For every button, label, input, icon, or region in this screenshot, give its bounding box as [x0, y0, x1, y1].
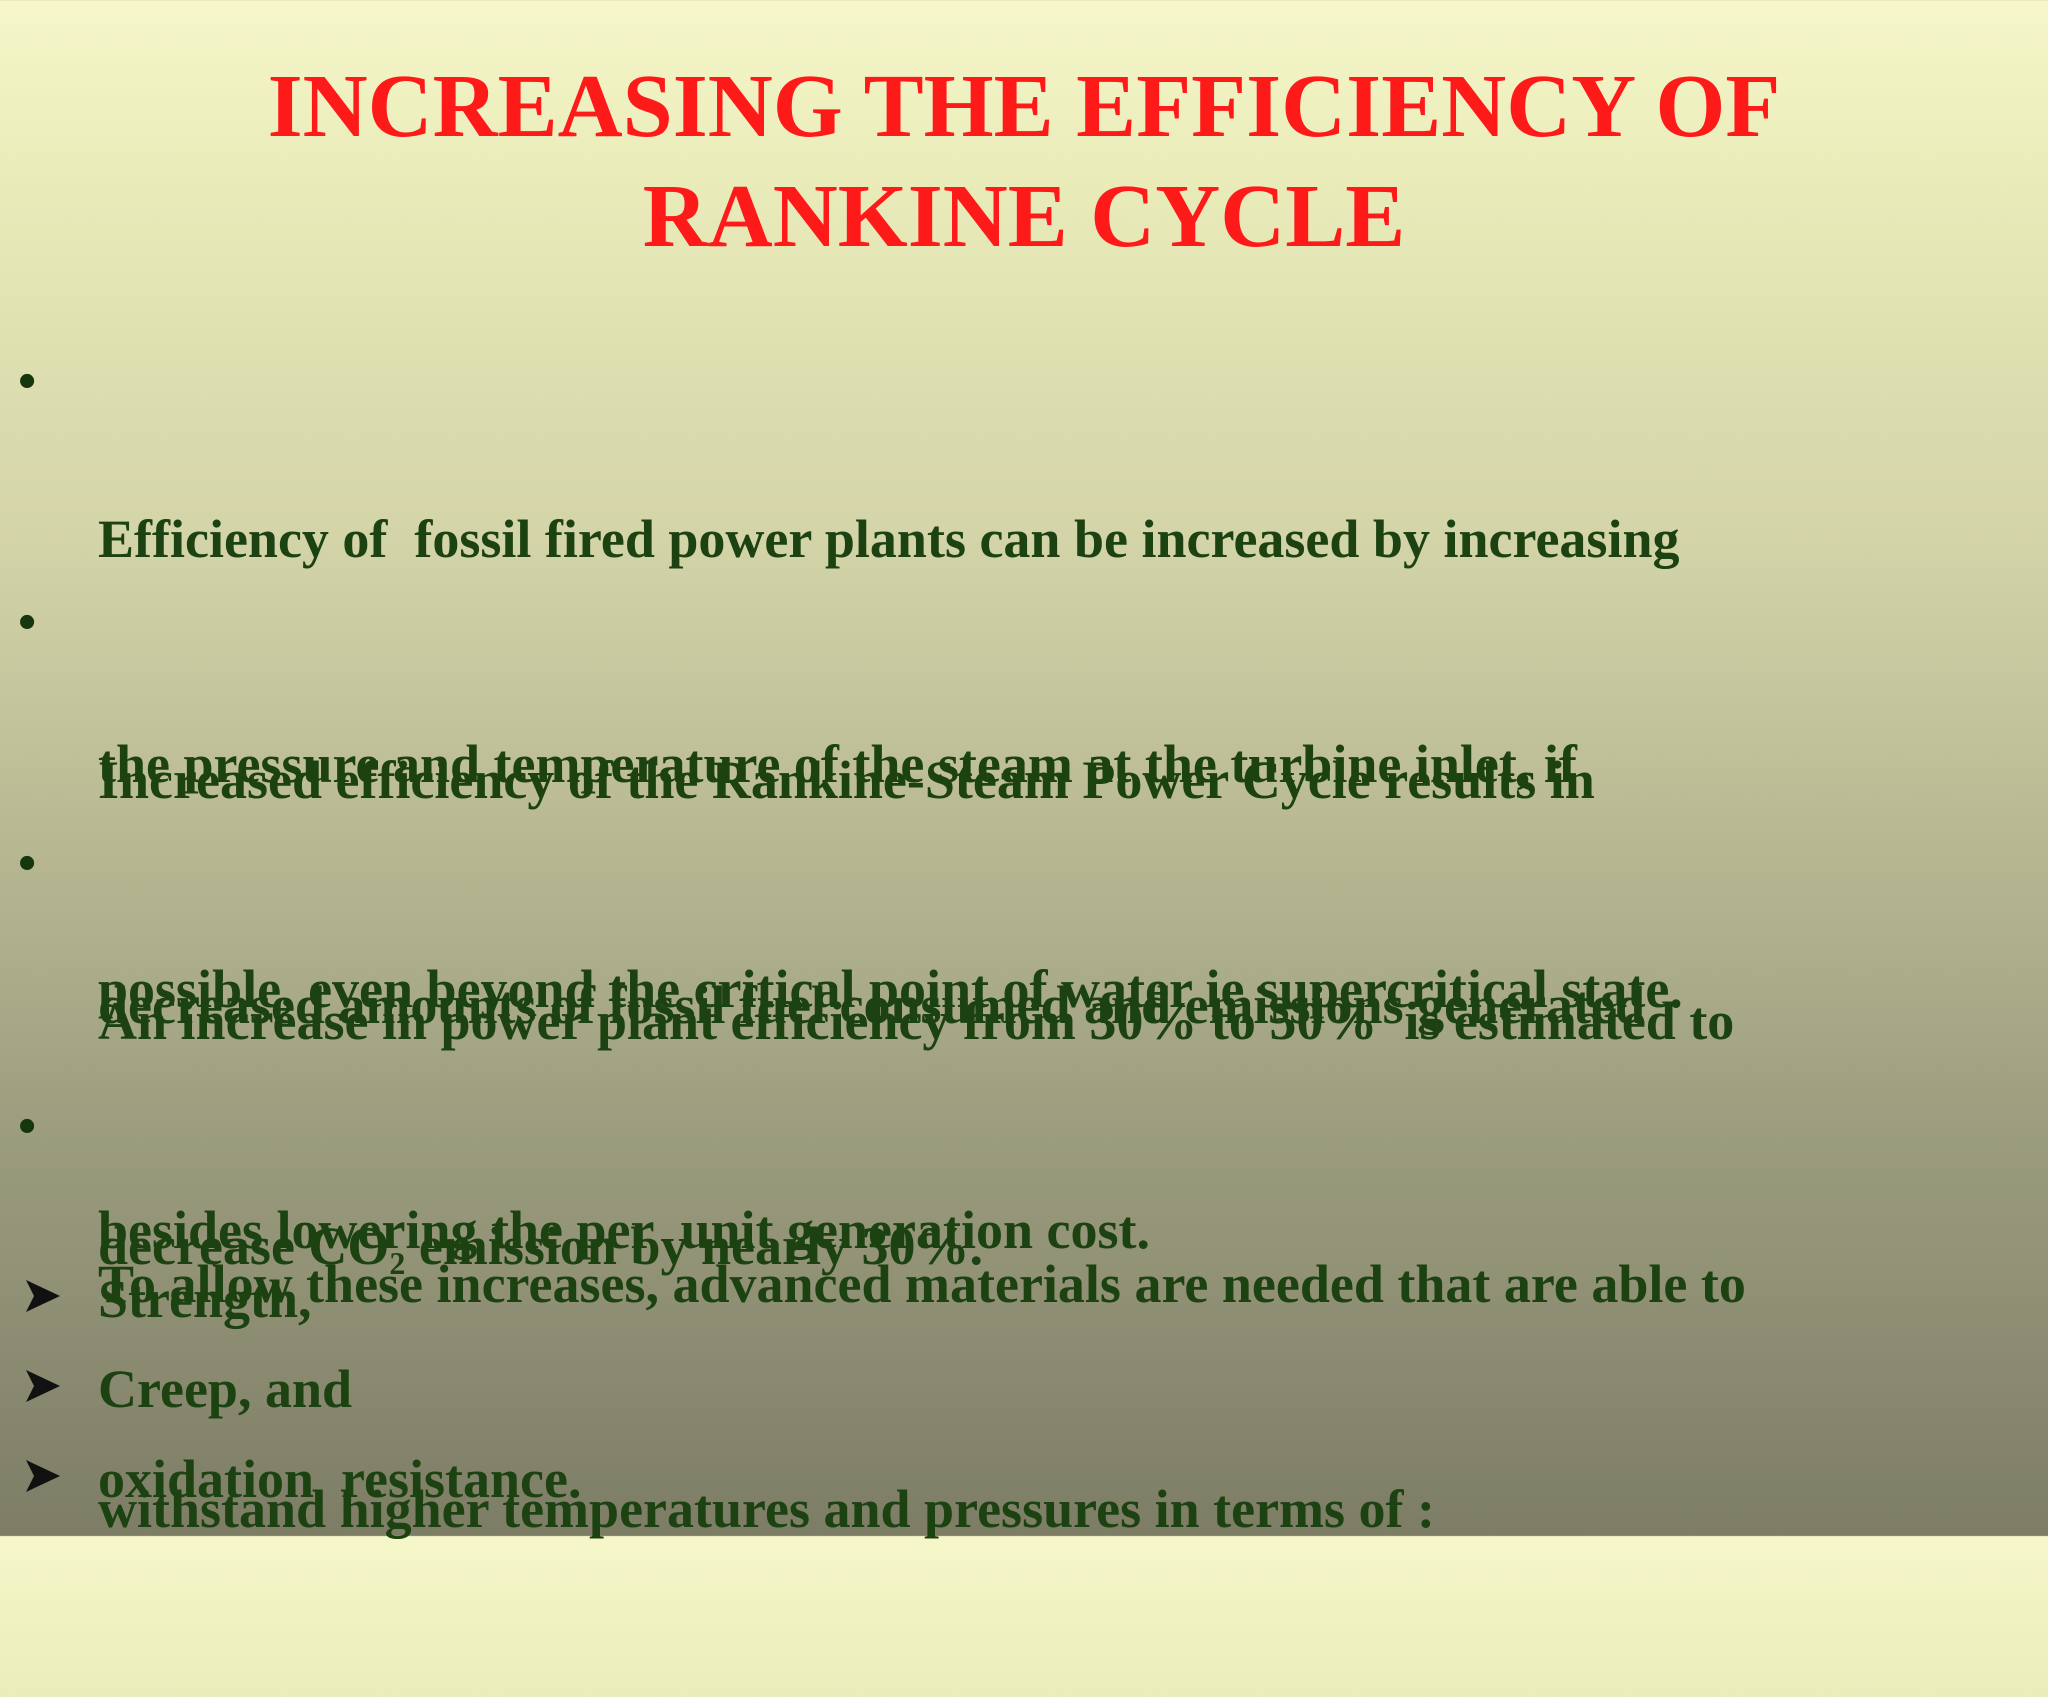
bullet-line-co2: decrease CO2 emission by nearly 30%. — [98, 1209, 2028, 1284]
bullet-marker: • — [18, 1098, 37, 1155]
co2-subscript: 2 — [389, 1245, 406, 1281]
slide-title: INCREASING THE EFFICIENCY OF RANKINE CYC… — [0, 52, 2048, 272]
bullet-line: To allow these increases, advanced mater… — [98, 1254, 1746, 1314]
bullet-line: Efficiency of fossil fired power plants … — [98, 509, 1680, 569]
bullet-marker: • — [18, 594, 37, 651]
arrow-bullet-icon — [26, 1460, 60, 1492]
bullet-text: To allow these increases, advanced mater… — [98, 1097, 2028, 1697]
bullet-line: Increased efficiency of the Rankine-Stea… — [98, 750, 1595, 810]
sub-item-text: Strength, — [98, 1269, 312, 1329]
slide: INCREASING THE EFFICIENCY OF RANKINE CYC… — [0, 52, 2048, 1539]
bullet-text: An increase in power plant efficiency fr… — [98, 834, 2028, 1434]
sub-item-text: oxidation resistance. — [98, 1449, 582, 1509]
bullet-line: the pressure and temperature of the stea… — [98, 734, 1577, 794]
bullet-line: decreased amounts of fossil fuel consume… — [98, 975, 1646, 1035]
co2-prefix: decrease CO — [98, 1216, 390, 1276]
title-line-2: RANKINE CYCLE — [642, 167, 1406, 266]
bullet-line: besides lowering the per unit generation… — [98, 1200, 1150, 1260]
arrow-bullet-icon — [26, 1370, 60, 1402]
title-line-1: INCREASING THE EFFICIENCY OF — [267, 57, 1781, 156]
bullet-marker: • — [18, 353, 37, 410]
sub-item-text: Creep, and — [98, 1359, 353, 1419]
bullet-line: withstand higher temperatures and pressu… — [98, 1479, 1436, 1539]
arrow-bullet-icon — [26, 1280, 60, 1312]
bullet-line: possible, even beyond the critical point… — [98, 959, 1683, 1019]
bullet-marker: • — [18, 835, 37, 892]
bullet-text: Increased efficiency of the Rankine-Stea… — [98, 593, 2028, 1418]
bullet-text: Efficiency of fossil fired power plants … — [98, 352, 2028, 1177]
co2-suffix: emission by nearly 30%. — [405, 1216, 983, 1276]
bullet-line: An increase in power plant efficiency fr… — [98, 991, 1735, 1051]
